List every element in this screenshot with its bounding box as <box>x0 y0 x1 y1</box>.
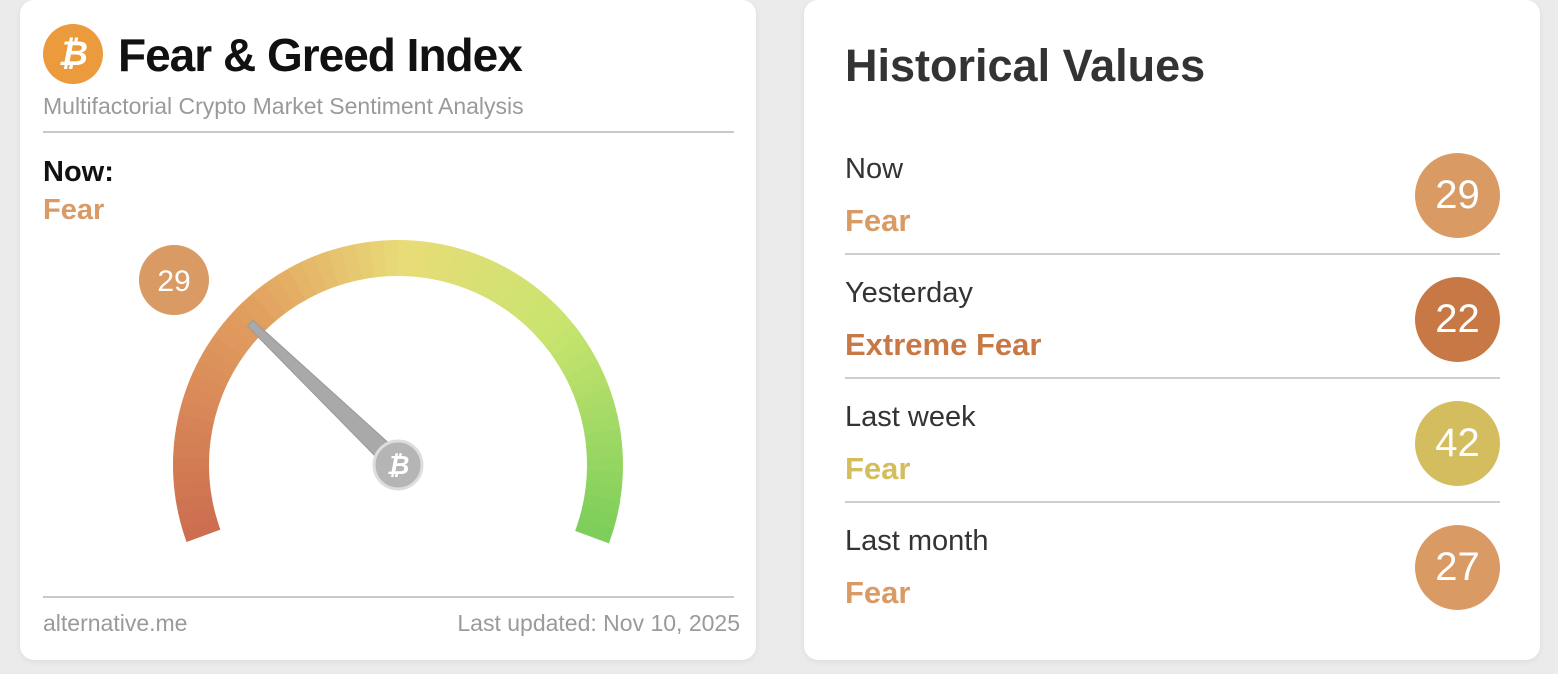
gauge-arc-segment <box>341 243 364 283</box>
gauge-arc-segment <box>175 412 215 435</box>
now-label: Now: <box>43 156 114 188</box>
gauge-arc-segment <box>275 268 307 307</box>
gauge-arc-segment <box>490 268 522 308</box>
history-period: Last week <box>845 401 976 433</box>
divider <box>845 377 1500 379</box>
gauge-arc-segment <box>205 334 245 367</box>
gauge-arc <box>173 240 623 544</box>
gauge-arc-segment <box>579 400 618 424</box>
gauge-arc-segment <box>263 275 297 314</box>
divider <box>845 253 1500 255</box>
gauge-arc-segment <box>173 469 210 486</box>
gauge-arc-segment <box>479 262 510 301</box>
gauge-arc-segment <box>586 470 623 488</box>
gauge-arc-segment <box>252 283 287 322</box>
gauge-arc-segment <box>552 335 591 368</box>
gauge-arc-segment <box>559 347 598 379</box>
gauge-arc-segment <box>565 360 605 390</box>
gauge-arc-segment <box>222 312 260 348</box>
divider <box>43 131 734 133</box>
history-row: Last week Fear 42 <box>845 379 1500 503</box>
history-value-badge: 27 <box>1415 525 1500 610</box>
gauge-arc-segment <box>175 493 214 515</box>
gauge-arc-segment <box>500 276 534 315</box>
widget-title: Fear & Greed Index <box>118 29 523 81</box>
gauge-value-label: 29 <box>157 265 190 298</box>
gauge-arc-segment <box>433 244 457 283</box>
history-status: Fear <box>845 203 911 238</box>
gauge-arc-segment <box>570 373 610 401</box>
gauge-arc-segment <box>468 256 497 296</box>
history-row: Yesterday Extreme Fear 22 <box>845 255 1500 379</box>
history-status: Fear <box>845 451 911 486</box>
gauge-arc-segment <box>510 284 545 322</box>
gauge-arc-segment <box>173 441 211 459</box>
gauge-arc-segment <box>198 346 238 378</box>
bitcoin-logo-icon: ₿ <box>43 24 103 84</box>
gauge-arc-segment <box>300 255 329 295</box>
gauge-arc-segment <box>537 313 575 349</box>
gauge-arc-segment <box>584 428 623 448</box>
gauge-arc-segment <box>213 323 252 357</box>
gauge-arc-segment <box>355 241 376 280</box>
gauge-arc-segment <box>182 385 222 411</box>
history-value-badge: 22 <box>1415 277 1500 362</box>
history-period: Last month <box>845 525 989 557</box>
gauge-arc-segment <box>520 293 556 331</box>
history-value-badge: 42 <box>1415 401 1500 486</box>
gauge-arc-segment <box>421 241 443 280</box>
gauge-arc-segment <box>575 518 614 544</box>
gauge-arc-segment <box>287 261 318 301</box>
widget-subtitle: Multifactorial Crypto Market Sentiment A… <box>43 93 524 119</box>
divider <box>845 501 1500 503</box>
gauge-hub <box>372 439 424 491</box>
gauge-arc-segment <box>174 426 212 447</box>
history-row: Last month Fear 27 <box>845 503 1500 627</box>
history-row: Now Fear 29 <box>845 131 1500 255</box>
last-updated: Last updated: Nov 10, 2025 <box>457 610 740 636</box>
gauge-arc-segment <box>457 251 484 291</box>
gauge-value-badge <box>139 245 209 315</box>
history-value-badge: 29 <box>1415 153 1500 238</box>
gauge-arc-segment <box>397 240 414 277</box>
source-link[interactable]: alternative.me <box>43 610 188 636</box>
gauge-arc-segment <box>181 516 221 542</box>
gauge-arc-segment <box>578 506 618 530</box>
gauge-arc-segment <box>192 359 232 389</box>
bitcoin-hub-icon: ₿ <box>387 450 410 480</box>
gauge-arc-segment <box>187 372 226 400</box>
gauge-arc-segment <box>369 240 388 278</box>
gauge-arc-segment <box>545 324 584 358</box>
gauge-arc-segment <box>327 246 352 286</box>
history-status: Extreme Fear <box>845 327 1042 362</box>
gauge-arc-segment <box>409 240 429 278</box>
gauge-arc-segment <box>586 442 623 460</box>
fear-greed-widget: ₿ Fear & Greed Index Multifactorial Cryp… <box>20 0 756 660</box>
history-status: Fear <box>845 575 911 610</box>
divider <box>43 596 734 598</box>
gauge-arc-segment <box>529 303 566 339</box>
gauge-arc-segment <box>575 386 614 413</box>
history-period: Now <box>845 153 904 185</box>
gauge: ₿ 29 <box>139 240 623 544</box>
gauge-arc-segment <box>178 505 217 529</box>
gauge-arc-segment <box>173 481 212 501</box>
historical-values-card: Historical Values Now Fear 29 Yesterday … <box>804 0 1540 660</box>
gauge-arc-segment <box>178 398 218 423</box>
gauge-arc-segment <box>582 414 621 436</box>
gauge-arc-segment <box>241 292 277 330</box>
now-status: Fear <box>43 194 105 226</box>
gauge-arc-segment <box>582 494 621 516</box>
history-period: Yesterday <box>845 277 973 309</box>
gauge-arc-segment <box>445 247 471 287</box>
gauge-arc-segment <box>313 250 340 290</box>
gauge-arc-segment <box>584 482 623 502</box>
historical-title: Historical Values <box>845 40 1206 91</box>
